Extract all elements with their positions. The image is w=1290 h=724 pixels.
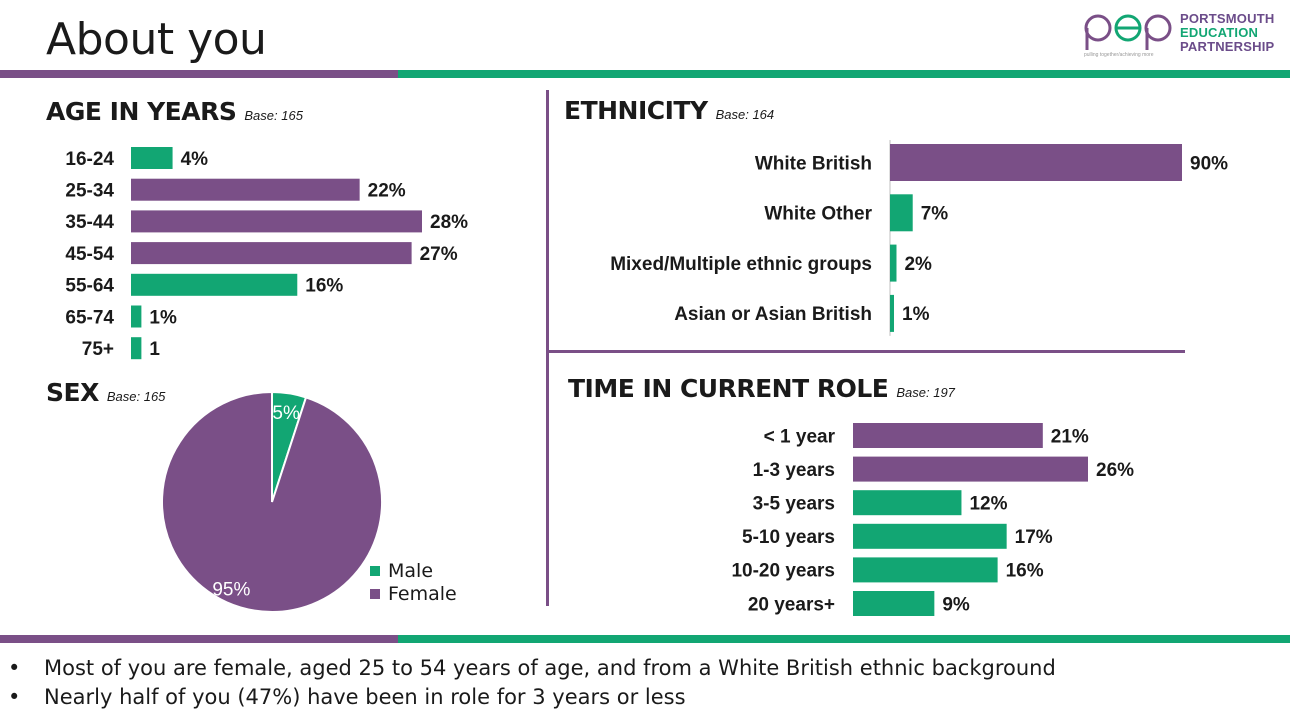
age-chart-value-label: 1 [149, 339, 160, 360]
role-chart-bar [853, 591, 935, 616]
legend-label-male: Male [388, 560, 434, 582]
ethnicity-section-title: ETHNICITY Base: 164 [564, 96, 774, 125]
age-chart-value-label: 22% [368, 181, 406, 202]
ethnicity-chart-bar [890, 194, 913, 232]
role-chart-bar [853, 557, 998, 583]
age-base: Base: 165 [244, 108, 303, 123]
age-chart-bar [131, 337, 142, 360]
age-chart-category-label: 45-54 [65, 244, 114, 265]
age-chart-bar [131, 273, 298, 296]
role-chart-category-label: 1-3 years [753, 460, 835, 481]
role-chart-bar [853, 456, 1088, 482]
age-chart-bar [131, 210, 422, 233]
role-chart-bar [853, 423, 1043, 448]
footer-band-green [398, 635, 1290, 643]
role-chart-bar [853, 490, 962, 516]
pep-logo-icon [1084, 14, 1172, 50]
sex-chart: 5% 95% [161, 390, 383, 613]
role-chart-bar [853, 523, 1007, 549]
sex-title: SEX [46, 378, 99, 407]
ethnicity-chart-value-label: 7% [921, 204, 949, 225]
age-chart-value-label: 4% [181, 149, 209, 170]
bullet-icon: • [8, 656, 21, 680]
right-column-divider [549, 350, 1185, 353]
bullet-text: Most of you are female, aged 25 to 54 ye… [44, 656, 1056, 680]
ethnicity-chart-bar [890, 244, 897, 282]
age-section-title: AGE IN YEARS Base: 165 [46, 97, 303, 126]
age-chart-value-label: 27% [420, 244, 458, 265]
age-chart-value-label: 1% [149, 307, 177, 328]
role-chart-category-label: 10-20 years [731, 561, 835, 582]
ethnicity-chart-value-label: 90% [1190, 153, 1228, 174]
role-base: Base: 197 [896, 385, 955, 400]
summary-bullets: • Most of you are female, aged 25 to 54 y… [8, 654, 1056, 712]
header-band-purple [0, 70, 398, 78]
bullet-item: • Nearly half of you (47%) have been in r… [8, 683, 1056, 712]
pie-slice-female [161, 390, 383, 613]
role-chart-value-label: 17% [1015, 527, 1053, 548]
ethnicity-chart-value-label: 2% [904, 254, 932, 275]
logo-line-1: PORTSMOUTH [1180, 11, 1275, 26]
pep-logo: PORTSMOUTH EDUCATION PARTNERSHIP pulling… [1082, 10, 1282, 66]
ethnicity-chart-bar [890, 144, 1182, 181]
age-chart-category-label: 16-24 [65, 149, 114, 170]
age-title: AGE IN YEARS [46, 97, 237, 126]
age-chart-value-label: 28% [430, 212, 468, 233]
logo-wordmark: PORTSMOUTH EDUCATION PARTNERSHIP [1180, 12, 1274, 54]
age-chart-category-label: 65-74 [65, 307, 114, 328]
ethnicity-base: Base: 164 [715, 107, 775, 122]
role-chart-category-label: 20 years+ [748, 594, 835, 615]
page-title: About you [46, 14, 267, 65]
role-chart-category-label: 3-5 years [753, 494, 835, 515]
sex-section-title: SEX Base: 165 [46, 378, 165, 407]
age-chart-value-label: 16% [305, 276, 343, 297]
role-chart-value-label: 12% [969, 494, 1007, 515]
pie-label-male: 5% [272, 403, 300, 424]
role-section-title: TIME IN CURRENT ROLE Base: 197 [568, 374, 955, 403]
age-chart-bar [131, 305, 142, 328]
role-title: TIME IN CURRENT ROLE [568, 374, 889, 403]
logo-line-2: EDUCATION [1180, 25, 1259, 40]
legend-item-female: Female [370, 583, 457, 606]
age-chart-bar [131, 178, 360, 201]
legend-label-female: Female [388, 583, 457, 605]
role-chart-category-label: 5-10 years [742, 527, 835, 548]
age-chart-category-label: 55-64 [65, 276, 114, 297]
role-chart-value-label: 16% [1006, 561, 1044, 582]
age-chart-category-label: 35-44 [65, 212, 114, 233]
logo-tagline: pulling together/achieving more [1084, 52, 1154, 58]
logo-line-3: PARTNERSHIP [1180, 39, 1275, 54]
pie-label-female: 95% [212, 579, 250, 600]
bullet-icon: • [8, 685, 21, 709]
age-chart-category-label: 25-34 [65, 181, 114, 202]
age-chart-bar [131, 147, 173, 169]
ethnicity-chart: White British 90% White Other 7% Mixed/Multi… [610, 140, 1228, 336]
ethnicity-chart-category-label: Asian or Asian British [674, 304, 872, 325]
ethnicity-chart-category-label: White British [755, 153, 872, 174]
ethnicity-chart-bar [890, 294, 894, 332]
age-chart: 16-24 4% 25-34 22% 35-44 28% 45-54 27% 55-64 16% 6… [65, 147, 468, 360]
bullet-item: • Most of you are female, aged 25 to 54 y… [8, 654, 1056, 683]
role-chart-value-label: 9% [942, 594, 970, 615]
ethnicity-chart-value-label: 1% [902, 304, 930, 325]
footer-band-purple [0, 635, 398, 643]
ethnicity-chart-category-label: White Other [764, 204, 872, 225]
role-chart: < 1 year 21% 1-3 years 26% 3-5 years 12% 5-10 … [731, 423, 1134, 616]
legend-swatch-male [370, 566, 380, 576]
role-chart-value-label: 26% [1096, 460, 1134, 481]
role-chart-value-label: 21% [1051, 426, 1089, 447]
bullet-text: Nearly half of you (47%) have been in ro… [44, 685, 686, 709]
sex-legend: Male Female [370, 560, 457, 606]
ethnicity-title: ETHNICITY [564, 96, 708, 125]
age-chart-category-label: 75+ [82, 339, 114, 360]
age-chart-bar [131, 242, 412, 265]
legend-item-male: Male [370, 560, 457, 583]
role-chart-category-label: < 1 year [764, 426, 836, 447]
sex-base: Base: 165 [106, 389, 166, 404]
header-band-green [398, 70, 1290, 78]
column-divider [546, 90, 549, 606]
ethnicity-chart-category-label: Mixed/Multiple ethnic groups [610, 254, 872, 275]
legend-swatch-female [370, 589, 380, 599]
